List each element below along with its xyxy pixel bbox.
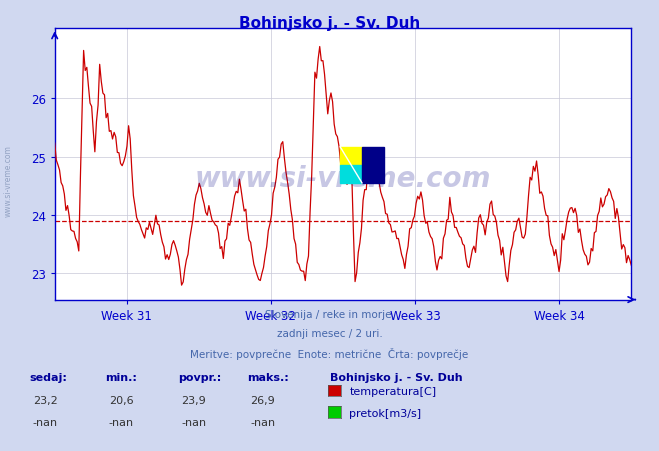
Text: temperatura[C]: temperatura[C] bbox=[349, 386, 436, 396]
Text: Bohinjsko j. - Sv. Duh: Bohinjsko j. - Sv. Duh bbox=[330, 372, 462, 382]
Text: www.si-vreme.com: www.si-vreme.com bbox=[3, 144, 13, 216]
Text: sedaj:: sedaj: bbox=[30, 372, 67, 382]
Text: 23,9: 23,9 bbox=[181, 396, 206, 405]
Text: -nan: -nan bbox=[109, 417, 134, 427]
Text: 20,6: 20,6 bbox=[109, 396, 133, 405]
Text: -nan: -nan bbox=[181, 417, 206, 427]
Text: www.si-vreme.com: www.si-vreme.com bbox=[195, 164, 491, 192]
Text: Meritve: povprečne  Enote: metrične  Črta: povprečje: Meritve: povprečne Enote: metrične Črta:… bbox=[190, 347, 469, 359]
Text: Bohinjsko j. - Sv. Duh: Bohinjsko j. - Sv. Duh bbox=[239, 16, 420, 31]
Text: Slovenija / reke in morje.: Slovenija / reke in morje. bbox=[264, 309, 395, 319]
Bar bbox=[340, 166, 362, 184]
Text: zadnji mesec / 2 uri.: zadnji mesec / 2 uri. bbox=[277, 328, 382, 338]
Text: 26,9: 26,9 bbox=[250, 396, 275, 405]
Text: -nan: -nan bbox=[33, 417, 58, 427]
Text: -nan: -nan bbox=[250, 417, 275, 427]
Text: 23,2: 23,2 bbox=[33, 396, 58, 405]
Text: maks.:: maks.: bbox=[247, 372, 289, 382]
Text: pretok[m3/s]: pretok[m3/s] bbox=[349, 408, 421, 418]
Text: povpr.:: povpr.: bbox=[178, 372, 221, 382]
Bar bbox=[362, 147, 384, 184]
Text: min.:: min.: bbox=[105, 372, 137, 382]
Bar bbox=[340, 147, 362, 166]
